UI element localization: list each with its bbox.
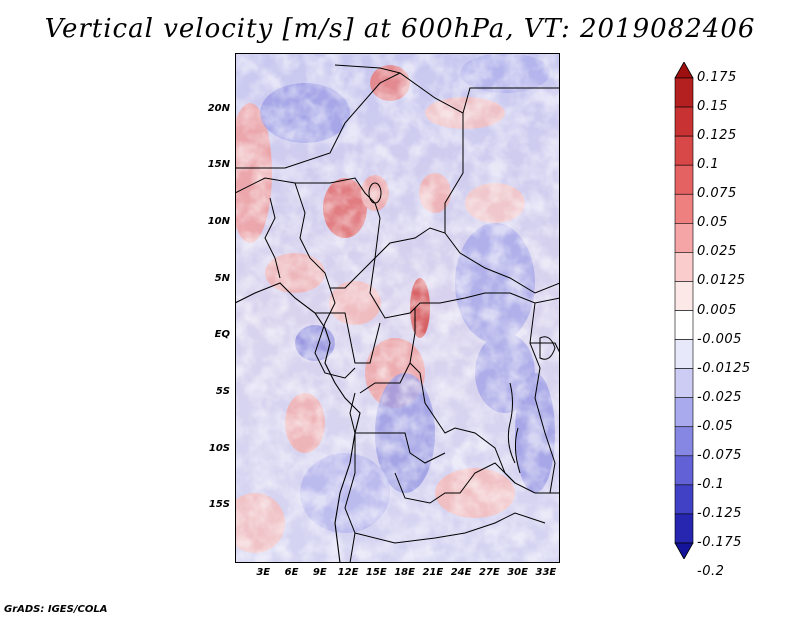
y-tick-label: 10N (207, 216, 230, 227)
colorbar-swatch (674, 77, 694, 108)
x-tick-label: 6E (284, 567, 299, 578)
colorbar-label: 0.125 (697, 128, 737, 144)
y-tick-label: EQ (214, 329, 230, 341)
x-tick-label: 12E (337, 567, 359, 578)
colorbar-swatch (674, 310, 694, 340)
colorbar-top-arrow (674, 62, 694, 79)
y-tick-label: 15S (208, 499, 230, 511)
colorbar-bottom-arrow (674, 542, 694, 559)
colorbar-swatch (674, 397, 694, 428)
colorbar-label: -0.2 (697, 564, 725, 580)
colorbar-label: -0.125 (697, 505, 742, 521)
colorbar-swatch (674, 368, 694, 398)
coastline (235, 282, 361, 563)
colorbar-label: -0.075 (697, 447, 742, 463)
y-tick-label: 5S (215, 386, 230, 397)
y-tick-label: 10S (208, 442, 230, 454)
colorbar-label: -0.005 (697, 331, 742, 347)
x-tick-label: 9E (312, 567, 327, 578)
country-borders (235, 64, 560, 563)
y-tick-label: 15N (207, 159, 230, 171)
map-panel (235, 53, 560, 563)
x-tick-label: 30E (507, 567, 528, 578)
colorbar-label: 0.005 (697, 302, 737, 318)
footer-credit: GrADS: IGES/COLA (4, 604, 108, 615)
y-tick-label: 20N (207, 102, 230, 114)
colorbar-label: 0.075 (697, 186, 737, 202)
colorbar-swatch (674, 339, 694, 369)
colorbar-label: -0.05 (697, 418, 734, 434)
colorbar-label: -0.175 (697, 535, 742, 550)
colorbar-swatch (674, 252, 694, 282)
colorbar-swatch (674, 484, 694, 515)
colorbar-label: -0.025 (697, 389, 742, 405)
colorbar-label: 0.0125 (697, 273, 746, 289)
colorbar-label: 0.025 (697, 244, 737, 260)
colorbar-swatch (674, 281, 694, 311)
x-tick-label: 3E (256, 567, 271, 578)
colorbar-swatch (674, 193, 694, 224)
x-tick-label: 33E (535, 567, 557, 578)
x-tick-label: 21E (422, 567, 444, 578)
colorbar-label: -0.1 (697, 476, 725, 492)
colorbar-swatch (674, 164, 694, 195)
y-tick-label: 5N (214, 272, 230, 284)
colorbar-label: 0.1 (697, 157, 720, 173)
colorbar-swatch (674, 426, 694, 457)
chart-title: Vertical velocity [m/s] at 600hPa, VT: 2… (44, 14, 756, 44)
x-tick-label: 27E (478, 567, 500, 578)
colorbar-swatch (674, 223, 694, 253)
colorbar-swatch (674, 455, 694, 486)
x-tick-label: 15E (365, 567, 387, 578)
lakes (368, 182, 556, 474)
x-tick-label: 24E (450, 567, 472, 578)
colorbar-label: -0.0125 (697, 360, 751, 376)
colorbar-label: 0.15 (697, 99, 728, 115)
x-tick-label: 18E (394, 567, 415, 578)
colorbar (674, 62, 694, 559)
colorbar-label: 0.175 (697, 70, 737, 85)
colorbar-swatch (674, 513, 694, 544)
colorbar-swatch (674, 135, 694, 166)
colorbar-swatch (674, 106, 694, 137)
colorbar-label: 0.05 (697, 215, 728, 231)
